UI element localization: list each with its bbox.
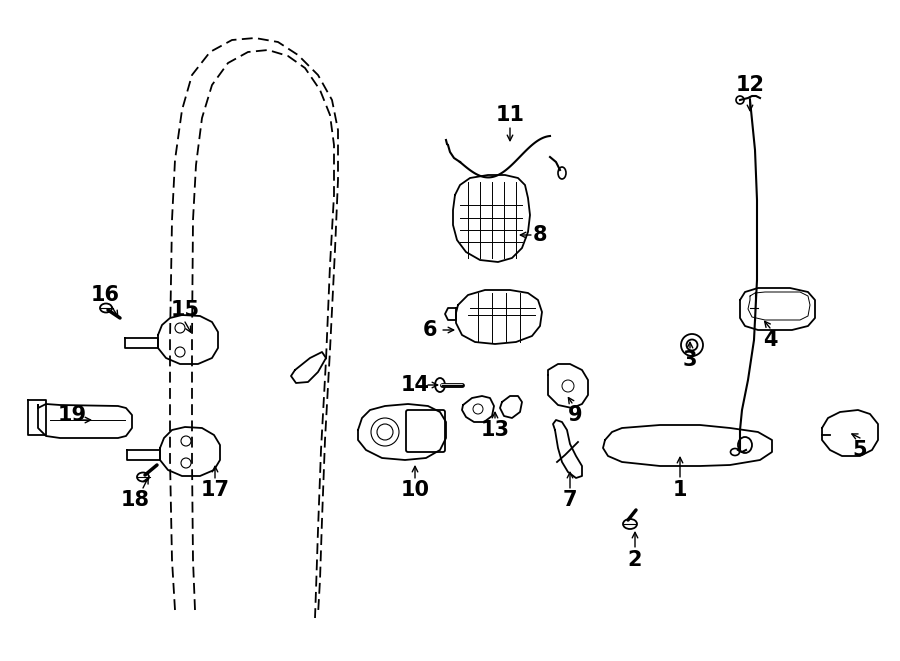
Polygon shape [740, 288, 815, 330]
Text: 11: 11 [496, 105, 525, 125]
Polygon shape [553, 420, 582, 478]
Ellipse shape [562, 380, 574, 392]
Ellipse shape [738, 437, 752, 453]
Ellipse shape [175, 347, 185, 357]
Polygon shape [748, 292, 810, 320]
Polygon shape [603, 425, 772, 466]
Polygon shape [453, 175, 530, 262]
Polygon shape [28, 400, 46, 435]
Text: 1: 1 [673, 480, 688, 500]
Text: 18: 18 [121, 490, 149, 510]
Text: 13: 13 [481, 420, 509, 440]
Ellipse shape [473, 404, 483, 414]
Polygon shape [500, 396, 522, 418]
Ellipse shape [731, 449, 740, 455]
Text: 9: 9 [568, 405, 582, 425]
Text: 4: 4 [763, 330, 778, 350]
Text: 3: 3 [683, 350, 698, 370]
Ellipse shape [100, 303, 112, 313]
Ellipse shape [623, 519, 637, 529]
Ellipse shape [181, 436, 191, 446]
Ellipse shape [687, 340, 698, 350]
Polygon shape [456, 290, 542, 344]
Polygon shape [158, 315, 218, 364]
Ellipse shape [681, 334, 703, 356]
Ellipse shape [137, 473, 149, 481]
FancyBboxPatch shape [406, 410, 445, 452]
Ellipse shape [435, 378, 445, 392]
Text: 12: 12 [735, 75, 764, 95]
Text: 6: 6 [423, 320, 437, 340]
Ellipse shape [175, 323, 185, 333]
Polygon shape [822, 410, 878, 456]
Text: 7: 7 [562, 490, 577, 510]
Text: 15: 15 [170, 300, 200, 320]
Text: 2: 2 [628, 550, 643, 570]
Ellipse shape [558, 167, 566, 179]
Polygon shape [548, 364, 588, 408]
Text: 16: 16 [91, 285, 120, 305]
Polygon shape [127, 450, 160, 460]
Text: 10: 10 [400, 480, 429, 500]
Text: 8: 8 [533, 225, 547, 245]
Ellipse shape [371, 418, 399, 446]
Polygon shape [358, 404, 446, 460]
Polygon shape [445, 308, 456, 320]
Polygon shape [125, 338, 158, 348]
Ellipse shape [181, 458, 191, 468]
Polygon shape [38, 404, 132, 438]
Polygon shape [462, 396, 494, 422]
Text: 5: 5 [852, 440, 868, 460]
Text: 14: 14 [400, 375, 429, 395]
Ellipse shape [736, 96, 744, 104]
Text: 17: 17 [201, 480, 230, 500]
Polygon shape [160, 427, 220, 476]
Text: 19: 19 [58, 405, 86, 425]
Polygon shape [291, 352, 326, 383]
Ellipse shape [377, 424, 393, 440]
